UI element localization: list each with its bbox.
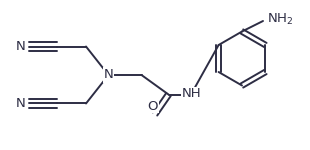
Text: N: N bbox=[104, 69, 113, 81]
Text: N: N bbox=[16, 40, 25, 53]
Text: NH: NH bbox=[182, 87, 202, 100]
Text: O: O bbox=[147, 100, 158, 113]
Text: N: N bbox=[16, 97, 25, 110]
Text: NH$_2$: NH$_2$ bbox=[267, 12, 293, 27]
